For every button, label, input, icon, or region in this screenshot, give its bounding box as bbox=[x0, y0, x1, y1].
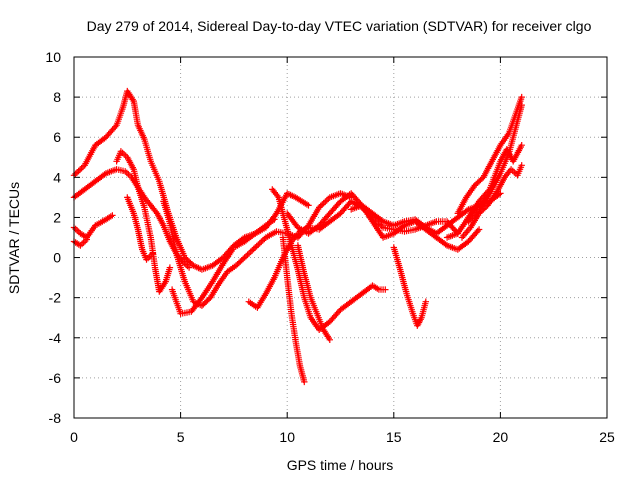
series-track-1 bbox=[70, 87, 312, 273]
y-tick-label: 10 bbox=[45, 49, 61, 65]
series-marks bbox=[294, 242, 333, 343]
series-marks bbox=[160, 190, 355, 309]
series-marks bbox=[269, 186, 389, 333]
series-track-16 bbox=[443, 142, 525, 241]
series-track-8 bbox=[160, 190, 355, 309]
series-marks bbox=[390, 244, 429, 329]
series-marks bbox=[348, 202, 483, 253]
y-tick-label: -2 bbox=[49, 290, 62, 306]
series-marks bbox=[454, 93, 525, 217]
series-marks bbox=[245, 198, 461, 311]
plot-frame bbox=[73, 56, 608, 419]
x-tick-label: 0 bbox=[70, 429, 78, 445]
y-tick-label: 4 bbox=[53, 169, 61, 185]
series-track-9 bbox=[245, 198, 461, 311]
series-marks bbox=[465, 101, 525, 225]
series-track-7 bbox=[168, 216, 278, 317]
y-axis-label: SDTVAR / TECUs bbox=[6, 182, 22, 294]
series-track-14 bbox=[348, 202, 483, 253]
y-tick-label: 6 bbox=[53, 129, 61, 145]
grid-lines bbox=[74, 57, 607, 418]
axis-ticks: 0 5 10 15 20 25 -8 -6 -4 -2 0 2 4 6 8 10 bbox=[45, 49, 615, 445]
series-marks bbox=[279, 234, 308, 386]
series-track-19 bbox=[458, 162, 525, 241]
plot-border bbox=[73, 56, 608, 419]
series-marks bbox=[443, 142, 525, 241]
y-tick-label: 2 bbox=[53, 209, 61, 225]
x-axis-label: GPS time / hours bbox=[287, 457, 394, 473]
y-tick-label: 0 bbox=[53, 250, 61, 266]
series-marks bbox=[70, 212, 116, 241]
series-track-5 bbox=[113, 148, 174, 295]
chart-title: Day 279 of 2014, Sidereal Day-to-day VTE… bbox=[87, 18, 592, 34]
y-tick-label: -4 bbox=[49, 330, 62, 346]
series-marks bbox=[168, 216, 278, 317]
series-track-6 bbox=[124, 194, 157, 263]
series-track-17 bbox=[454, 93, 525, 217]
x-tick-label: 15 bbox=[386, 429, 402, 445]
series-marks bbox=[70, 87, 312, 273]
data-marks bbox=[70, 87, 525, 386]
y-tick-label: 8 bbox=[53, 89, 61, 105]
x-tick-label: 10 bbox=[279, 429, 295, 445]
y-tick-label: -8 bbox=[49, 410, 62, 426]
x-tick-label: 20 bbox=[493, 429, 509, 445]
series-marks bbox=[113, 148, 174, 295]
series-track-18 bbox=[465, 101, 525, 225]
x-tick-label: 5 bbox=[177, 429, 185, 445]
series-track-15 bbox=[390, 244, 429, 329]
series-track-10 bbox=[269, 186, 389, 333]
series-track-12 bbox=[294, 242, 333, 343]
series-track-3 bbox=[70, 212, 116, 241]
series-track-11 bbox=[279, 234, 308, 386]
series-marks bbox=[124, 194, 157, 263]
y-tick-label: -6 bbox=[49, 370, 62, 386]
x-tick-label: 25 bbox=[599, 429, 615, 445]
series-marks bbox=[458, 162, 525, 241]
